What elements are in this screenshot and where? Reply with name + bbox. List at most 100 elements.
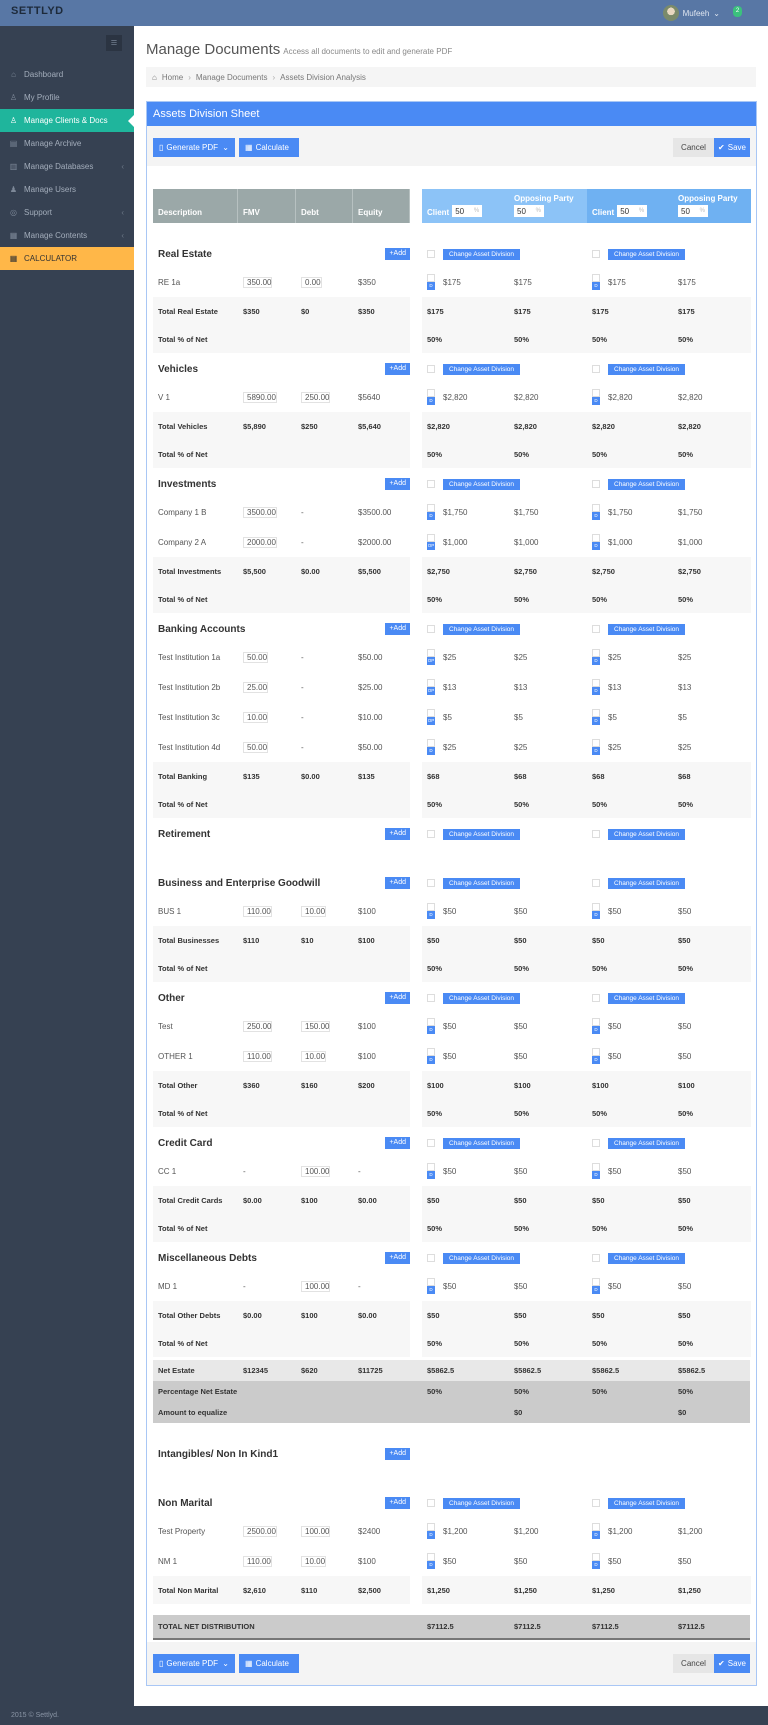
chevron-down-icon[interactable]: ⌄ xyxy=(222,1659,229,1668)
debt-input[interactable]: 100.00 xyxy=(301,1165,331,1177)
division-checkbox[interactable] xyxy=(592,389,600,397)
division-checkbox[interactable] xyxy=(427,1048,435,1056)
sidebar-item-manage-archive[interactable]: ▤ Manage Archive xyxy=(0,132,134,155)
fmv-input[interactable]: 2000.00 xyxy=(243,536,277,548)
debt-input[interactable]: 10.00 xyxy=(301,905,327,917)
sidebar-item-support[interactable]: ◎ Support ‹ xyxy=(0,201,134,224)
opposing-percent-input-1[interactable]: 50% xyxy=(514,205,544,217)
change-asset-division-button[interactable]: Change Asset Division xyxy=(443,363,521,375)
select-checkbox[interactable] xyxy=(427,1499,435,1507)
debt-input[interactable]: 100.00 xyxy=(301,1280,331,1292)
division-checkbox[interactable] xyxy=(427,1018,435,1026)
fmv-input[interactable]: 3500.00 xyxy=(243,506,277,518)
division-flag[interactable]: D xyxy=(427,1553,435,1569)
sidebar-item-manage-clients-docs[interactable]: ♙ Manage Clients & Docs xyxy=(0,109,134,132)
division-checkbox[interactable] xyxy=(592,1553,600,1561)
division-checkbox[interactable] xyxy=(592,504,600,512)
debt-input[interactable]: 0.00 xyxy=(301,276,322,288)
division-checkbox[interactable] xyxy=(592,1163,600,1171)
change-asset-division-button[interactable]: Change Asset Division xyxy=(608,1137,686,1149)
division-checkbox[interactable] xyxy=(427,534,435,542)
change-asset-division-button[interactable]: Change Asset Division xyxy=(608,877,686,889)
fmv-input[interactable]: 110.00 xyxy=(243,905,272,917)
division-checkbox[interactable] xyxy=(592,903,600,911)
select-checkbox[interactable] xyxy=(592,879,600,887)
chevron-down-icon[interactable]: ⌄ xyxy=(222,143,229,152)
fmv-input[interactable]: 110.00 xyxy=(243,1555,272,1567)
add-button[interactable]: +Add xyxy=(385,363,410,375)
division-flag[interactable]: D xyxy=(592,1523,600,1539)
sidebar-item-manage-users[interactable]: ♟ Manage Users xyxy=(0,178,134,201)
division-checkbox[interactable] xyxy=(592,534,600,542)
change-asset-division-button[interactable]: Change Asset Division xyxy=(608,248,686,260)
generate-pdf-button[interactable]: ▯ Generate PDF ⌄ xyxy=(153,138,235,157)
add-button[interactable]: +Add xyxy=(385,828,410,840)
opposing-percent-input-2[interactable]: 50% xyxy=(678,205,708,217)
division-flag[interactable]: D xyxy=(592,679,600,695)
division-flag[interactable]: D xyxy=(427,274,435,290)
division-flag[interactable]: D xyxy=(427,903,435,919)
change-asset-division-button[interactable]: Change Asset Division xyxy=(443,877,521,889)
select-checkbox[interactable] xyxy=(427,625,435,633)
division-checkbox[interactable] xyxy=(427,1278,435,1286)
select-checkbox[interactable] xyxy=(427,994,435,1002)
division-checkbox[interactable] xyxy=(592,1018,600,1026)
fmv-input[interactable]: 350.00 xyxy=(243,276,273,288)
add-button[interactable]: +Add xyxy=(385,248,410,260)
division-flag[interactable]: OP xyxy=(427,534,435,550)
division-flag[interactable]: D xyxy=(592,649,600,665)
debt-input[interactable]: 10.00 xyxy=(301,1050,327,1062)
change-asset-division-button[interactable]: Change Asset Division xyxy=(443,623,521,635)
division-flag[interactable]: D xyxy=(592,504,600,520)
change-asset-division-button[interactable]: Change Asset Division xyxy=(608,1252,686,1264)
add-button[interactable]: +Add xyxy=(385,478,410,490)
division-flag[interactable]: D xyxy=(592,274,600,290)
division-flag[interactable]: D xyxy=(427,739,435,755)
add-button[interactable]: +Add xyxy=(385,1497,410,1509)
change-asset-division-button[interactable]: Change Asset Division xyxy=(608,478,686,490)
division-checkbox[interactable] xyxy=(592,1523,600,1531)
debt-input[interactable]: 100.00 xyxy=(301,1525,331,1537)
debt-input[interactable]: 150.00 xyxy=(301,1020,331,1032)
debt-input[interactable]: 250.00 xyxy=(301,391,331,403)
change-asset-division-button[interactable]: Change Asset Division xyxy=(608,992,686,1004)
cancel-button[interactable]: Cancel xyxy=(673,138,714,157)
division-checkbox[interactable] xyxy=(592,274,600,282)
add-button[interactable]: +Add xyxy=(385,877,410,889)
select-checkbox[interactable] xyxy=(427,365,435,373)
change-asset-division-button[interactable]: Change Asset Division xyxy=(608,363,686,375)
division-flag[interactable]: D xyxy=(427,1163,435,1179)
select-checkbox[interactable] xyxy=(592,365,600,373)
breadcrumb-manage-documents[interactable]: Manage Documents xyxy=(195,72,268,82)
sidebar-item-calculator[interactable]: ▦ CALCULATOR xyxy=(0,247,134,270)
division-flag[interactable]: OP xyxy=(427,709,435,725)
division-checkbox[interactable] xyxy=(592,679,600,687)
division-checkbox[interactable] xyxy=(427,389,435,397)
logo[interactable]: SETTLYD xyxy=(11,5,64,17)
division-checkbox[interactable] xyxy=(427,679,435,687)
fmv-input[interactable]: 50.00 xyxy=(243,741,269,753)
fmv-input[interactable]: 2500.00 xyxy=(243,1525,277,1537)
generate-pdf-button[interactable]: ▯ Generate PDF ⌄ xyxy=(153,1654,235,1673)
save-button[interactable]: ✔ Save xyxy=(714,1654,750,1673)
save-button[interactable]: ✔ Save xyxy=(714,138,750,157)
select-checkbox[interactable] xyxy=(427,1139,435,1147)
division-checkbox[interactable] xyxy=(427,903,435,911)
fmv-input[interactable]: 25.00 xyxy=(243,681,269,693)
division-checkbox[interactable] xyxy=(592,1048,600,1056)
change-asset-division-button[interactable]: Change Asset Division xyxy=(443,1137,521,1149)
division-checkbox[interactable] xyxy=(427,1163,435,1171)
division-flag[interactable]: D xyxy=(592,534,600,550)
division-flag[interactable]: D xyxy=(427,1018,435,1034)
calculate-button[interactable]: ▦ Calculate xyxy=(239,138,299,157)
select-checkbox[interactable] xyxy=(592,625,600,633)
select-checkbox[interactable] xyxy=(592,250,600,258)
add-button[interactable]: +Add xyxy=(385,623,410,635)
select-checkbox[interactable] xyxy=(592,1499,600,1507)
add-button[interactable]: +Add xyxy=(385,1448,410,1460)
change-asset-division-button[interactable]: Change Asset Division xyxy=(608,623,686,635)
breadcrumb-home[interactable]: Home xyxy=(161,72,184,82)
fmv-input[interactable]: 10.00 xyxy=(243,711,269,723)
change-asset-division-button[interactable]: Change Asset Division xyxy=(443,248,521,260)
notification-badge[interactable]: 2 xyxy=(733,6,742,17)
